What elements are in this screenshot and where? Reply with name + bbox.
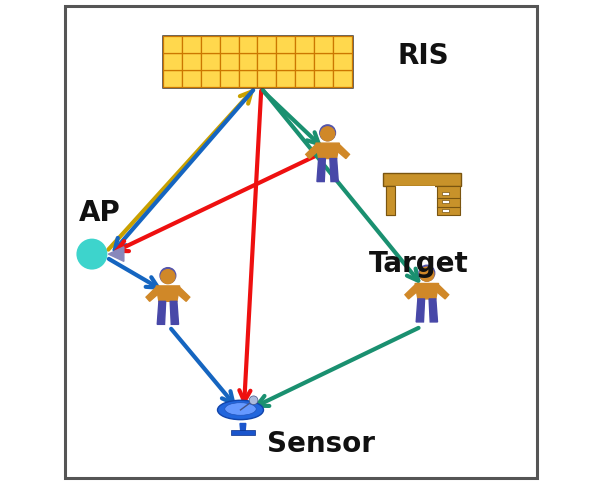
Polygon shape [108, 247, 124, 261]
Polygon shape [306, 145, 319, 159]
Polygon shape [416, 299, 424, 322]
Bar [314, 70, 333, 87]
Bar [442, 209, 449, 212]
Bar [276, 36, 295, 53]
Bar [258, 36, 276, 53]
Polygon shape [330, 159, 338, 182]
Bar [163, 53, 182, 70]
Circle shape [320, 125, 335, 140]
Bar [386, 186, 435, 215]
Polygon shape [156, 286, 179, 302]
Bar [314, 53, 333, 70]
Bar [238, 53, 258, 70]
Bar [442, 192, 449, 195]
Polygon shape [317, 159, 325, 182]
Circle shape [420, 267, 434, 281]
Bar [220, 70, 238, 87]
Bar [201, 36, 220, 53]
Polygon shape [435, 285, 448, 299]
Bar [231, 430, 255, 435]
Bar [314, 36, 333, 53]
Bar [386, 186, 396, 215]
Ellipse shape [225, 403, 256, 415]
Text: RIS: RIS [398, 42, 450, 70]
Bar [295, 53, 314, 70]
Bar [182, 36, 201, 53]
Bar [220, 53, 238, 70]
Bar [276, 70, 295, 87]
Polygon shape [336, 145, 350, 159]
Circle shape [76, 239, 107, 270]
Text: Target: Target [369, 250, 468, 278]
Bar [163, 36, 352, 87]
Bar [436, 186, 460, 215]
Bar [442, 200, 449, 203]
Polygon shape [146, 287, 160, 302]
Bar [238, 70, 258, 87]
Circle shape [161, 270, 175, 284]
Circle shape [419, 265, 435, 281]
Polygon shape [157, 302, 166, 324]
Bar [383, 173, 461, 186]
Polygon shape [316, 143, 340, 159]
Bar [295, 70, 314, 87]
Circle shape [160, 268, 176, 283]
Bar [276, 53, 295, 70]
Polygon shape [176, 287, 190, 302]
Ellipse shape [217, 400, 264, 420]
Bar [163, 70, 182, 87]
Text: Sensor: Sensor [267, 430, 375, 458]
Bar [295, 36, 314, 53]
Circle shape [249, 396, 258, 405]
Bar [333, 36, 352, 53]
Bar [333, 53, 352, 70]
Bar [238, 36, 258, 53]
Polygon shape [415, 284, 439, 299]
Bar [386, 186, 396, 215]
Polygon shape [170, 302, 179, 324]
Bar [201, 53, 220, 70]
Text: AP: AP [78, 199, 120, 227]
Bar [333, 70, 352, 87]
Bar [201, 70, 220, 87]
Bar [258, 70, 276, 87]
Polygon shape [429, 299, 438, 322]
Polygon shape [405, 285, 418, 299]
Bar [182, 70, 201, 87]
Bar [182, 53, 201, 70]
Bar [163, 36, 182, 53]
Polygon shape [240, 424, 246, 434]
Bar [258, 53, 276, 70]
Circle shape [321, 127, 335, 141]
Bar [220, 36, 238, 53]
